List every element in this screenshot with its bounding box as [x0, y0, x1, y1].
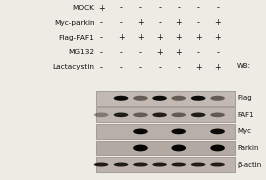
- Text: +: +: [214, 63, 221, 72]
- Text: -: -: [177, 4, 180, 13]
- Text: -: -: [100, 18, 102, 27]
- Ellipse shape: [210, 96, 225, 101]
- Text: +: +: [137, 33, 144, 42]
- Bar: [96, 91, 235, 106]
- Text: -: -: [120, 63, 122, 72]
- Text: -: -: [197, 48, 200, 57]
- Text: -: -: [216, 48, 219, 57]
- Ellipse shape: [114, 112, 128, 117]
- Text: +: +: [156, 48, 163, 57]
- Ellipse shape: [191, 96, 205, 101]
- Ellipse shape: [210, 163, 225, 166]
- Ellipse shape: [171, 145, 186, 151]
- Text: -: -: [177, 63, 180, 72]
- Ellipse shape: [114, 96, 128, 101]
- Text: β-actin: β-actin: [238, 161, 262, 168]
- Text: -: -: [158, 4, 161, 13]
- Ellipse shape: [171, 112, 186, 117]
- Text: -: -: [120, 4, 122, 13]
- Text: +: +: [176, 18, 182, 27]
- Text: Parkin: Parkin: [238, 145, 259, 151]
- Text: FAF1: FAF1: [238, 112, 254, 118]
- Text: +: +: [156, 33, 163, 42]
- Text: +: +: [195, 33, 201, 42]
- Text: +: +: [176, 33, 182, 42]
- Ellipse shape: [210, 145, 225, 151]
- Text: +: +: [176, 48, 182, 57]
- Ellipse shape: [152, 96, 167, 101]
- Ellipse shape: [133, 163, 148, 166]
- Ellipse shape: [171, 163, 186, 166]
- Text: +: +: [137, 18, 144, 27]
- Text: -: -: [120, 48, 122, 57]
- Bar: [96, 157, 235, 172]
- Ellipse shape: [210, 129, 225, 134]
- Text: +: +: [195, 63, 201, 72]
- Text: -: -: [100, 33, 102, 42]
- Text: WB:: WB:: [237, 63, 251, 69]
- Text: Myc-parkin: Myc-parkin: [54, 20, 94, 26]
- Bar: [96, 141, 235, 155]
- Ellipse shape: [152, 163, 167, 166]
- Ellipse shape: [133, 129, 148, 134]
- Text: +: +: [98, 4, 104, 13]
- Text: -: -: [197, 4, 200, 13]
- Text: -: -: [100, 48, 102, 57]
- Text: -: -: [120, 18, 122, 27]
- Text: -: -: [216, 4, 219, 13]
- Ellipse shape: [114, 163, 128, 166]
- Text: +: +: [214, 18, 221, 27]
- Bar: [96, 107, 235, 122]
- Ellipse shape: [152, 112, 167, 117]
- Text: +: +: [118, 33, 124, 42]
- Text: -: -: [139, 4, 142, 13]
- Bar: [96, 124, 235, 139]
- Ellipse shape: [191, 112, 205, 117]
- Ellipse shape: [171, 129, 186, 134]
- Text: -: -: [197, 18, 200, 27]
- Text: MG132: MG132: [68, 49, 94, 55]
- Text: -: -: [158, 63, 161, 72]
- Text: Flag: Flag: [238, 95, 252, 101]
- Text: -: -: [139, 48, 142, 57]
- Text: Flag-FAF1: Flag-FAF1: [59, 35, 94, 41]
- Ellipse shape: [210, 112, 225, 117]
- Text: MOCK: MOCK: [72, 5, 94, 11]
- Ellipse shape: [94, 112, 109, 117]
- Ellipse shape: [191, 163, 205, 166]
- Text: -: -: [158, 18, 161, 27]
- Ellipse shape: [171, 96, 186, 101]
- Ellipse shape: [133, 145, 148, 151]
- Ellipse shape: [133, 112, 148, 117]
- Ellipse shape: [94, 163, 109, 166]
- Text: Lactacystin: Lactacystin: [52, 64, 94, 70]
- Text: -: -: [139, 63, 142, 72]
- Ellipse shape: [133, 96, 148, 101]
- Text: Myc: Myc: [238, 128, 252, 134]
- Text: +: +: [214, 33, 221, 42]
- Text: -: -: [100, 63, 102, 72]
